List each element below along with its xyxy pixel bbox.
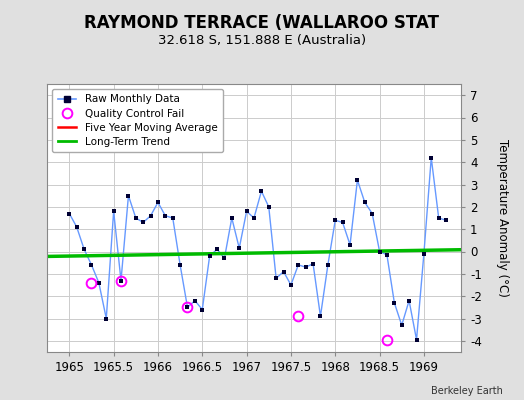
Legend: Raw Monthly Data, Quality Control Fail, Five Year Moving Average, Long-Term Tren: Raw Monthly Data, Quality Control Fail, …	[52, 89, 223, 152]
Text: Berkeley Earth: Berkeley Earth	[431, 386, 503, 396]
Text: 32.618 S, 151.888 E (Australia): 32.618 S, 151.888 E (Australia)	[158, 34, 366, 47]
Text: RAYMOND TERRACE (WALLAROO STAT: RAYMOND TERRACE (WALLAROO STAT	[84, 14, 440, 32]
Y-axis label: Temperature Anomaly (°C): Temperature Anomaly (°C)	[496, 139, 509, 297]
